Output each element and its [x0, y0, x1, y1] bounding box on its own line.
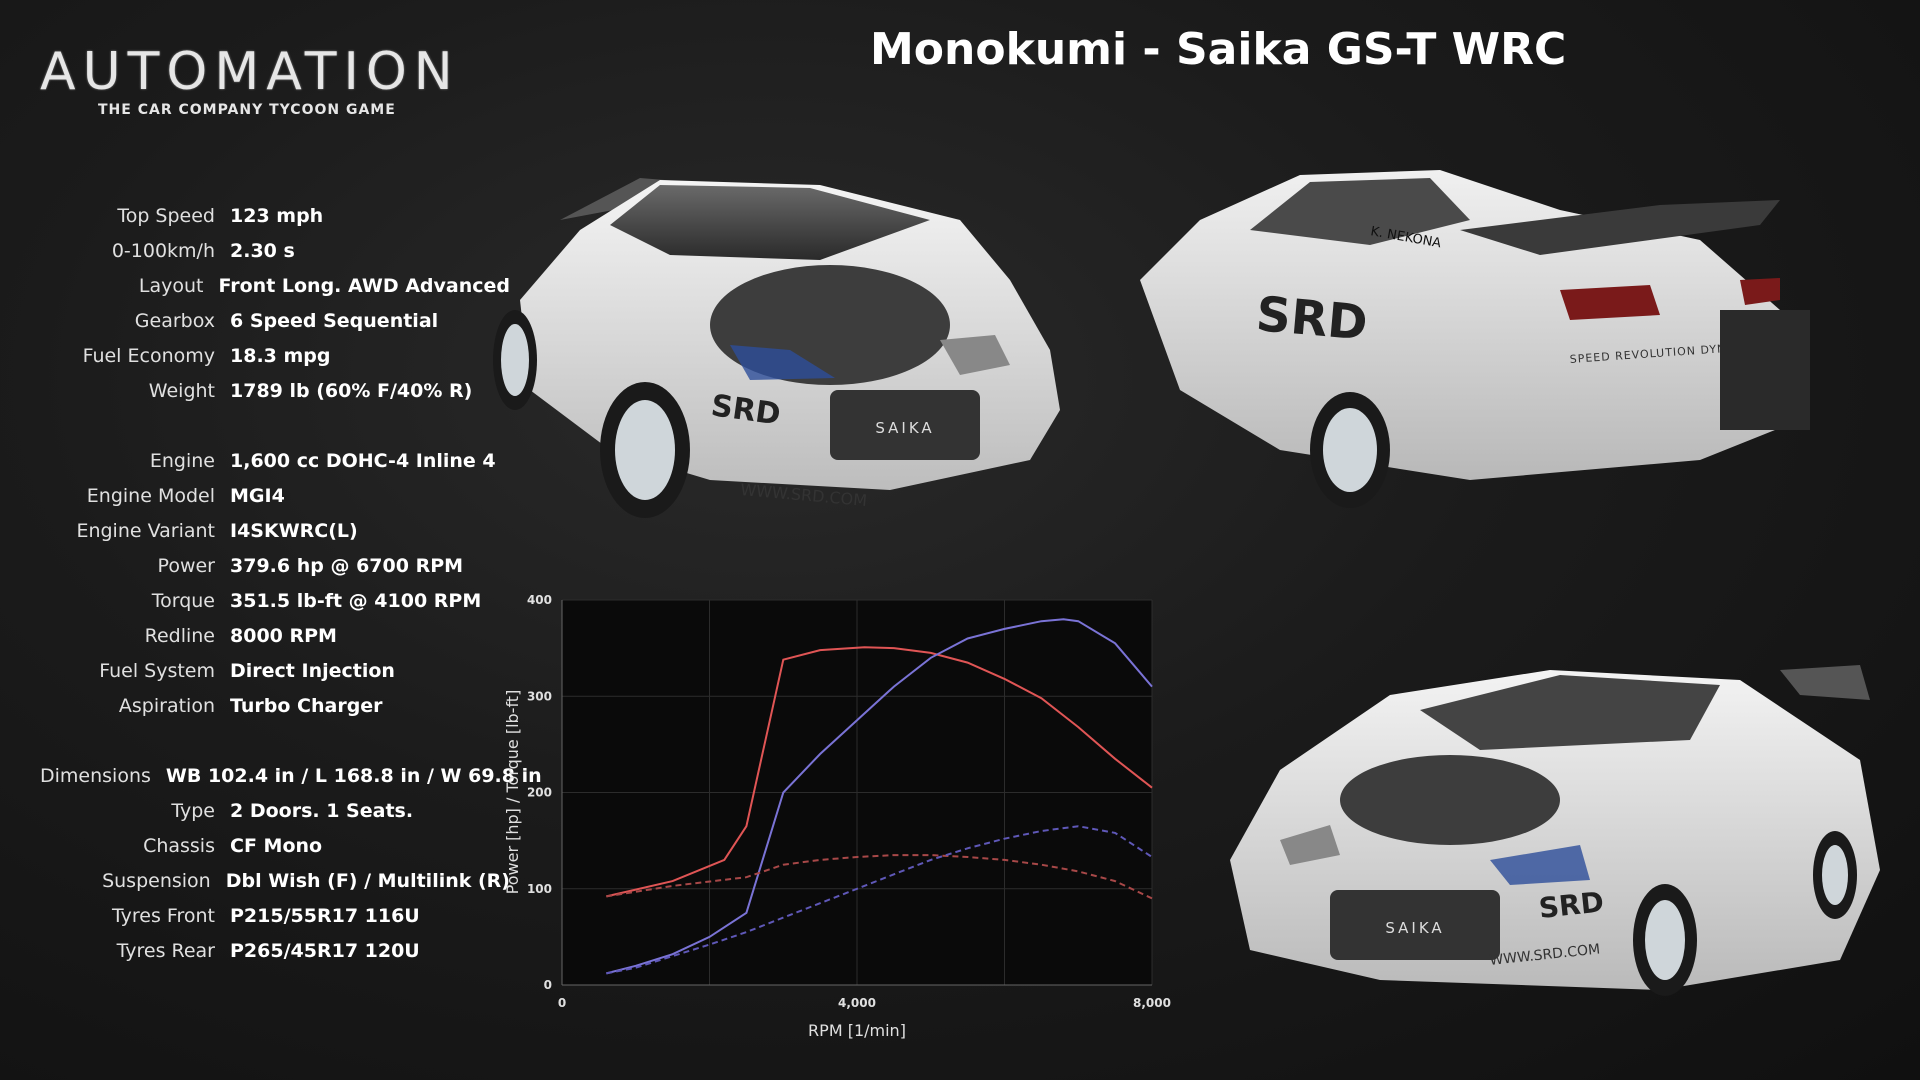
spec-group-body: Dimensions WB 102.4 in / L 168.8 in / W 6…: [40, 758, 542, 968]
spec-row: Fuel System Direct Injection: [40, 653, 510, 688]
car-angle-grille-badge: SAIKA: [1385, 919, 1444, 937]
car-render-front: SAIKA SRD WWW.SRD.COM: [490, 150, 1220, 570]
chart-y-tick-label: 200: [527, 786, 552, 800]
chart-series-line-2: [606, 618, 1153, 975]
spec-row: 0-100km/h 2.30 s: [40, 233, 510, 268]
chart-y-tick-label: 300: [527, 689, 552, 703]
chart-x-tick-label: 8,000: [1133, 996, 1171, 1010]
spec-row: Fuel Economy 18.3 mpg: [40, 338, 510, 373]
spec-label: 0-100km/h: [111, 239, 215, 262]
page-title: Monokumi - Saika GS-T WRC: [870, 24, 1567, 75]
spec-value: 6 Speed Sequential: [230, 309, 439, 332]
chart-x-axis-label: RPM [1/min]: [808, 1021, 906, 1040]
spec-row: Dimensions WB 102.4 in / L 168.8 in / W 6…: [40, 758, 542, 793]
car-rear-logo: SRD: [1254, 286, 1370, 351]
spec-row: Gearbox 6 Speed Sequential: [40, 303, 510, 338]
spec-value: Dbl Wish (F) / Multilink (R): [225, 869, 510, 892]
chart-series-group: [606, 618, 1153, 975]
spec-value: 2.30 s: [230, 239, 295, 262]
spec-row: Type 2 Doors. 1 Seats.: [40, 793, 510, 828]
power-torque-chart: 0 4,000 8,000 0 100 200 300 400 RPM [1/min] Pow…: [500, 593, 1190, 1050]
spec-value: 123 mph: [230, 204, 324, 227]
spec-value: Direct Injection: [230, 659, 395, 682]
spec-label: Chassis: [143, 834, 215, 857]
car-rear-illustration: K. NEKONA SPEED REVOLUTION DYNAMICS SRD: [1140, 170, 1810, 508]
spec-row: Tyres Rear P265/45R17 120U: [40, 933, 510, 968]
spec-row: Layout Front Long. AWD Advanced: [40, 268, 510, 303]
automation-logo: AUTOMATION THE CAR COMPANY TYCOON GAME: [40, 44, 460, 118]
chart-ticks: 0 4,000 8,000 0 100 200 300 400: [527, 593, 1171, 1010]
spec-label: Tyres Rear: [116, 939, 215, 962]
chart-y-tick-label: 400: [527, 595, 552, 607]
spec-label: Layout: [138, 274, 204, 297]
spec-value: P265/45R17 120U: [230, 939, 420, 962]
spec-label: Tyres Front: [112, 904, 215, 927]
spec-value: WB 102.4 in / L 168.8 in / W 69.8 in: [165, 764, 542, 787]
spec-value: CF Mono: [230, 834, 323, 857]
spec-label: Engine Variant: [76, 519, 215, 542]
chart-x-tick-label: 4,000: [838, 996, 876, 1010]
spec-row: Tyres Front P215/55R17 116U: [40, 898, 510, 933]
spec-label: Weight: [148, 379, 215, 402]
spec-row: Redline 8000 RPM: [40, 618, 510, 653]
spec-value: 2 Doors. 1 Seats.: [230, 799, 414, 822]
car-front-grille-badge: SAIKA: [875, 419, 934, 437]
logo-wordmark: AUTOMATION: [40, 42, 460, 102]
spec-label: Gearbox: [134, 309, 215, 332]
spec-label: Type: [171, 799, 215, 822]
chart-series-line-4: [606, 825, 1153, 975]
spec-label: Engine: [149, 449, 215, 472]
car-front-illustration: SAIKA SRD WWW.SRD.COM: [493, 178, 1060, 518]
spec-value: MGI4: [230, 484, 285, 507]
spec-label: Fuel Economy: [82, 344, 215, 367]
spec-label: Aspiration: [118, 694, 215, 717]
spec-row: Aspiration Turbo Charger: [40, 688, 510, 723]
chart-series-line-1: [606, 646, 1153, 898]
spec-label: Power: [157, 554, 215, 577]
spec-value: P215/55R17 116U: [230, 904, 420, 927]
spec-label: Fuel System: [99, 659, 215, 682]
car-angle-illustration: SAIKA SRD WWW.SRD.COM: [1230, 665, 1880, 996]
spec-value: 351.5 lb-ft @ 4100 RPM: [230, 589, 482, 612]
spec-value: Turbo Charger: [230, 694, 383, 717]
spec-label: Redline: [144, 624, 215, 647]
spec-row: Torque 351.5 lb-ft @ 4100 RPM: [40, 583, 510, 618]
spec-label: Dimensions: [40, 764, 151, 787]
spec-row: Suspension Dbl Wish (F) / Multilink (R): [40, 863, 510, 898]
chart-x-tick-label: 0: [558, 996, 566, 1010]
spec-row: Top Speed 123 mph: [40, 198, 510, 233]
spec-value: 1,600 cc DOHC-4 Inline 4: [230, 449, 496, 472]
logo-tagline: THE CAR COMPANY TYCOON GAME: [98, 102, 396, 118]
spec-value: 379.6 hp @ 6700 RPM: [230, 554, 464, 577]
spec-value: 8000 RPM: [230, 624, 337, 647]
spec-value: I4SKWRC(L): [230, 519, 358, 542]
spec-row: Engine 1,600 cc DOHC-4 Inline 4: [40, 443, 510, 478]
chart-y-axis-label: Power [hp] / Torque [lb-ft]: [503, 690, 522, 895]
spec-sheet: Top Speed 123 mph 0-100km/h 2.30 s Layout F…: [40, 198, 542, 1003]
spec-row: Engine Variant I4SKWRC(L): [40, 513, 510, 548]
chart-series-line-3: [606, 854, 1153, 900]
spec-label: Suspension: [102, 869, 211, 892]
spec-label: Engine Model: [86, 484, 215, 507]
spec-label: Top Speed: [117, 204, 215, 227]
car-render-angle: SAIKA SRD WWW.SRD.COM: [1220, 650, 1900, 1020]
spec-group-engine: Engine 1,600 cc DOHC-4 Inline 4 Engine Mo…: [40, 443, 510, 723]
spec-value: Front Long. AWD Advanced: [218, 274, 510, 297]
spec-value: 1789 lb (60% F/40% R): [230, 379, 473, 402]
spec-row: Engine Model MGI4: [40, 478, 510, 513]
spec-value: 18.3 mpg: [230, 344, 331, 367]
chart-y-tick-label: 100: [527, 882, 552, 896]
spec-row: Power 379.6 hp @ 6700 RPM: [40, 548, 510, 583]
car-angle-logo: SRD: [1537, 885, 1605, 925]
spec-group-performance: Top Speed 123 mph 0-100km/h 2.30 s Layout F…: [40, 198, 510, 408]
chart-svg: 0 4,000 8,000 0 100 200 300 400 RPM [1/min] Pow…: [503, 593, 1171, 1040]
chart-y-tick-label: 0: [544, 978, 552, 992]
car-render-rear: K. NEKONA SPEED REVOLUTION DYNAMICS SRD: [1140, 160, 1860, 540]
spec-row: Chassis CF Mono: [40, 828, 510, 863]
spec-row: Weight 1789 lb (60% F/40% R): [40, 373, 510, 408]
spec-label: Torque: [151, 589, 215, 612]
